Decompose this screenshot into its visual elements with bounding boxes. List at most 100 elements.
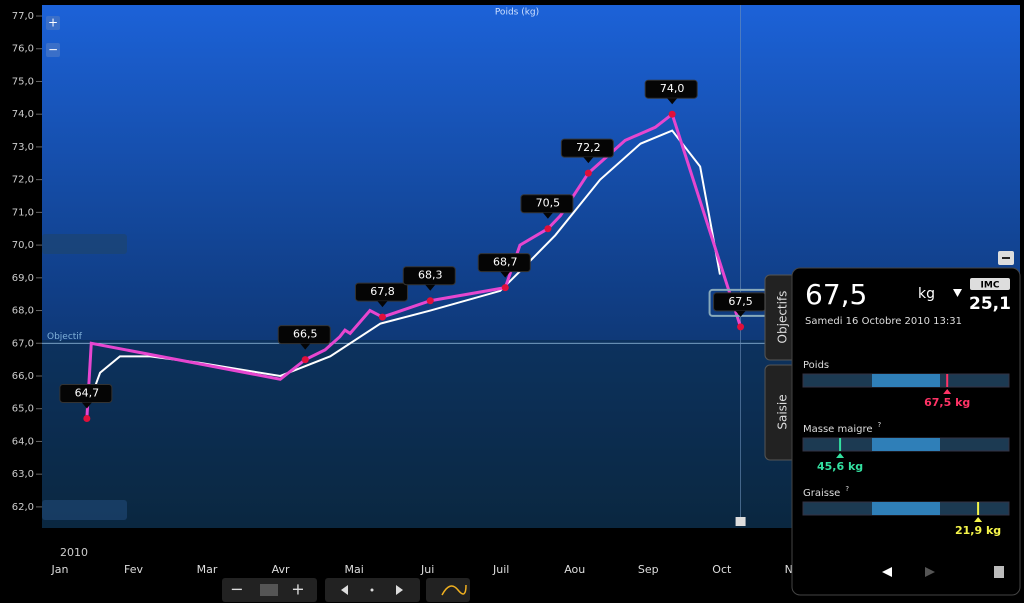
value-label: 67,5 — [728, 295, 753, 308]
prev-button[interactable] — [341, 585, 348, 595]
x-tick-label: Oct — [712, 563, 732, 576]
calendar-icon[interactable] — [260, 584, 278, 596]
x-tick-label: Aou — [564, 563, 585, 576]
value-label: 66,5 — [293, 328, 318, 341]
x-tick-label: Mar — [197, 563, 218, 576]
data-point — [83, 415, 91, 423]
zoom-in-button[interactable]: + — [291, 580, 304, 599]
mini-legend[interactable] — [42, 500, 127, 520]
value-label: 68,7 — [493, 256, 518, 269]
series-line — [85, 129, 721, 410]
x-tick-label: Mai — [344, 563, 363, 576]
gauge-pointer — [974, 517, 983, 522]
delete-entry[interactable] — [994, 566, 1004, 578]
data-point — [584, 169, 592, 177]
value-label-pointer — [542, 212, 553, 219]
year-label: 2010 — [60, 546, 88, 559]
y-tick-label: 72,0 — [12, 175, 34, 186]
gauge-label-text: Masse maigre — [803, 424, 873, 435]
toolbar-curve[interactable] — [426, 578, 470, 602]
zoom-out-icon: − — [48, 43, 58, 57]
y-tick-label: 68,0 — [12, 306, 34, 317]
mini-legend[interactable] — [42, 234, 127, 254]
gauges: Poids 67,5 kg Masse maigre ? 45,6 kg Graisse?… — [802, 360, 1010, 537]
gauge-value: 67,5 kg — [924, 396, 970, 409]
weight-value: 67,5 — [805, 278, 867, 311]
y-tick-label: 64,0 — [12, 436, 34, 447]
gauge-pointer — [836, 453, 845, 458]
data-point — [378, 313, 386, 321]
y-tick-label: 63,0 — [12, 469, 34, 480]
y-tick-label: 74,0 — [12, 109, 34, 120]
data-point — [544, 225, 552, 233]
zoom-out[interactable] — [46, 43, 60, 57]
tab-label: Saisie — [776, 394, 790, 429]
data-point — [737, 323, 745, 331]
nav-dot — [370, 588, 374, 592]
value-label-pointer — [425, 284, 436, 291]
unit-dropdown[interactable] — [953, 289, 962, 297]
imc-label: IMC — [981, 281, 1000, 291]
y-tick-label: 69,0 — [12, 273, 34, 284]
gauge-range — [872, 438, 940, 451]
curve-icon — [441, 584, 467, 596]
value-label: 64,7 — [75, 387, 100, 400]
x-tick-label: Sep — [638, 563, 659, 576]
value-label-pointer — [500, 271, 511, 278]
value-label-pointer — [667, 98, 678, 105]
data-point — [426, 297, 434, 305]
value-label: 70,5 — [536, 197, 561, 210]
data-point — [501, 284, 509, 292]
gauge-range — [872, 502, 940, 515]
next-entry[interactable] — [925, 567, 935, 577]
gauge-value: 45,6 kg — [817, 460, 863, 473]
zoom-out-button[interactable]: − — [230, 580, 243, 599]
cursor-handle[interactable] — [735, 517, 746, 526]
value-label-pointer — [735, 310, 746, 317]
gauge-label: Poids — [803, 360, 829, 371]
zoom-in[interactable] — [46, 16, 60, 30]
value-label-pointer — [300, 343, 311, 350]
value-label-pointer — [377, 301, 388, 308]
chart: 62,0 63,0 64,0 65,0 66,0 67,0 68,0 69,0 70,0 71,0… — [12, 5, 1020, 576]
y-tick-label: 65,0 — [12, 404, 34, 415]
gauge-label: Graisse? — [803, 485, 849, 499]
y-tick-label: 66,0 — [12, 371, 34, 382]
gauge-pointer — [943, 389, 952, 394]
y-tick-label: 67,0 — [12, 338, 34, 349]
gauge-range — [872, 374, 940, 387]
data-point — [301, 356, 309, 364]
value-label: 72,2 — [576, 141, 601, 154]
y-tick-label: 75,0 — [12, 76, 34, 87]
prev-entry[interactable] — [882, 567, 892, 577]
value-label: 67,8 — [370, 285, 395, 298]
x-tick-label: Avr — [272, 563, 290, 576]
unit[interactable]: kg — [918, 286, 935, 302]
value-label-pointer — [583, 157, 594, 164]
gauge-hint: ? — [845, 485, 849, 493]
series-line — [85, 111, 742, 419]
x-tick-label: Jui — [420, 563, 434, 576]
y-tick-label: 77,0 — [12, 11, 34, 22]
gauge-hint: ? — [878, 421, 882, 429]
y-tick-label: 76,0 — [12, 44, 34, 55]
tab-label: Objectifs — [776, 291, 790, 344]
x-tick-label: Fev — [124, 563, 143, 576]
zoom-in-icon: + — [48, 16, 58, 30]
target-label: Objectif — [47, 332, 83, 342]
date: Samedi 16 Octobre 2010 13:31 — [805, 316, 962, 327]
x-tick-label: Jan — [51, 563, 69, 576]
y-tick-label: 73,0 — [12, 142, 34, 153]
gauge-value: 21,9 kg — [955, 524, 1001, 537]
chart-title: Poids (kg) — [495, 8, 539, 18]
value-label: 68,3 — [418, 269, 443, 282]
collapse-icon — [1002, 257, 1010, 259]
x-tick-label: Juil — [492, 563, 509, 576]
next-button[interactable] — [396, 585, 403, 595]
value-label-pointer — [81, 402, 92, 409]
data-point — [668, 110, 676, 118]
imc-badge — [970, 278, 1010, 290]
y-tick-label: 70,0 — [12, 240, 34, 251]
